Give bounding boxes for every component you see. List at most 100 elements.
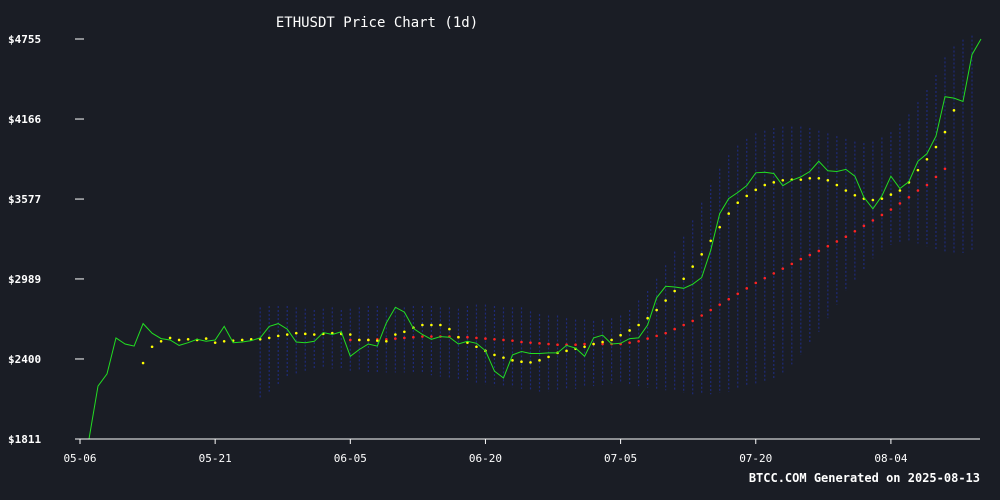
ma50-point bbox=[736, 292, 740, 296]
y-tick-label: $4755 bbox=[8, 33, 41, 46]
ma20-point bbox=[799, 178, 803, 181]
ma20-point bbox=[294, 331, 298, 335]
ma20-point bbox=[159, 340, 163, 343]
ma20-point bbox=[267, 336, 271, 340]
ma50-point bbox=[799, 257, 803, 261]
ma20-point bbox=[358, 338, 361, 342]
ma20-point bbox=[213, 341, 217, 344]
ma20-point bbox=[727, 212, 731, 215]
ma50-point bbox=[727, 297, 731, 301]
ma50-point bbox=[493, 337, 496, 341]
ma20-point bbox=[781, 179, 785, 182]
ma50-point bbox=[403, 336, 406, 340]
ma50-point bbox=[889, 208, 893, 211]
y-tick-label: $3577 bbox=[8, 193, 41, 206]
ma20-point bbox=[736, 201, 740, 205]
ma50-point bbox=[583, 342, 586, 346]
ma50-point bbox=[673, 327, 676, 331]
ma20-point bbox=[529, 361, 532, 364]
ma50-point bbox=[349, 338, 352, 342]
ma20-point bbox=[448, 327, 451, 331]
ma20-point bbox=[835, 183, 839, 187]
ma20-point bbox=[880, 197, 884, 200]
ma50-point bbox=[772, 272, 776, 275]
ma20-point bbox=[547, 355, 550, 359]
ma50-point bbox=[520, 340, 523, 344]
ma20-point bbox=[421, 323, 424, 327]
y-axis-ticks: $1811 $2400 $2989 $3577 $4166 $4755 bbox=[8, 33, 84, 446]
ma50-point bbox=[394, 337, 397, 340]
ma20-point bbox=[511, 359, 514, 362]
x-tick-label: 07-20 bbox=[739, 452, 772, 465]
ma20-point bbox=[312, 333, 316, 336]
ma20-point bbox=[709, 239, 713, 243]
ma50-point bbox=[484, 337, 487, 340]
ma50-point bbox=[844, 235, 848, 238]
ma50-point bbox=[781, 267, 785, 270]
ma50-point bbox=[871, 219, 875, 222]
ma20-point bbox=[493, 353, 496, 357]
ma20-point bbox=[385, 340, 388, 343]
ma20-point bbox=[952, 109, 956, 112]
ma20-point bbox=[664, 299, 667, 302]
ma20-point bbox=[718, 225, 722, 229]
ma50-point bbox=[538, 342, 541, 345]
ma20-series bbox=[141, 109, 956, 365]
price-series bbox=[80, 38, 982, 440]
ma20-point bbox=[583, 345, 586, 349]
ma50-point bbox=[475, 336, 478, 340]
ma20-point bbox=[466, 341, 469, 344]
ma20-point bbox=[925, 157, 929, 161]
ma50-point bbox=[412, 335, 415, 339]
ma20-point bbox=[934, 145, 938, 149]
ma50-point bbox=[808, 253, 812, 257]
ma20-point bbox=[592, 342, 595, 346]
ma20-point bbox=[943, 130, 947, 134]
chart-title: ETHUSDT Price Chart (1d) bbox=[276, 15, 478, 31]
ma50-point bbox=[943, 167, 947, 171]
bollinger-band bbox=[259, 35, 973, 399]
ma50-point bbox=[664, 331, 667, 335]
ma20-point bbox=[276, 334, 280, 338]
ma20-point bbox=[610, 338, 613, 342]
ma50-point bbox=[502, 338, 505, 342]
ma20-point bbox=[628, 329, 631, 332]
x-tick-label: 08-04 bbox=[874, 452, 907, 465]
ma20-point bbox=[871, 198, 875, 202]
ma50-point bbox=[934, 175, 938, 179]
ma50-point bbox=[547, 342, 550, 346]
y-tick-label: $2400 bbox=[8, 353, 41, 366]
ma20-point bbox=[889, 193, 893, 196]
ma50-point bbox=[898, 202, 902, 205]
ma20-point bbox=[916, 168, 920, 172]
ma20-point bbox=[538, 359, 541, 362]
y-tick-label: $2989 bbox=[8, 273, 41, 286]
ma20-point bbox=[150, 345, 154, 349]
ma50-point bbox=[916, 189, 920, 192]
ma50-point bbox=[718, 303, 722, 306]
ma20-point bbox=[168, 336, 172, 340]
ma20-point bbox=[141, 361, 145, 365]
ma20-point bbox=[285, 333, 289, 336]
ma20-point bbox=[520, 360, 523, 363]
ma50-point bbox=[880, 213, 884, 217]
ma20-point bbox=[349, 333, 352, 336]
x-tick-label: 05-06 bbox=[63, 452, 96, 465]
ma50-point bbox=[682, 323, 685, 327]
ma20-point bbox=[619, 333, 622, 337]
ma50-point bbox=[835, 240, 839, 243]
price-line bbox=[80, 38, 982, 440]
ma20-point bbox=[475, 345, 478, 349]
ma20-point bbox=[439, 323, 442, 327]
ma50-point bbox=[790, 262, 794, 266]
chart-footer: BTCC.COM Generated on 2025-08-13 bbox=[749, 471, 980, 485]
ma20-point bbox=[502, 356, 505, 359]
ma50-point bbox=[556, 343, 559, 347]
ma50-point bbox=[754, 281, 758, 285]
x-tick-label: 05-21 bbox=[199, 452, 232, 465]
ma20-point bbox=[303, 332, 307, 336]
ma50-point bbox=[466, 335, 469, 339]
ma50-point bbox=[817, 249, 821, 253]
